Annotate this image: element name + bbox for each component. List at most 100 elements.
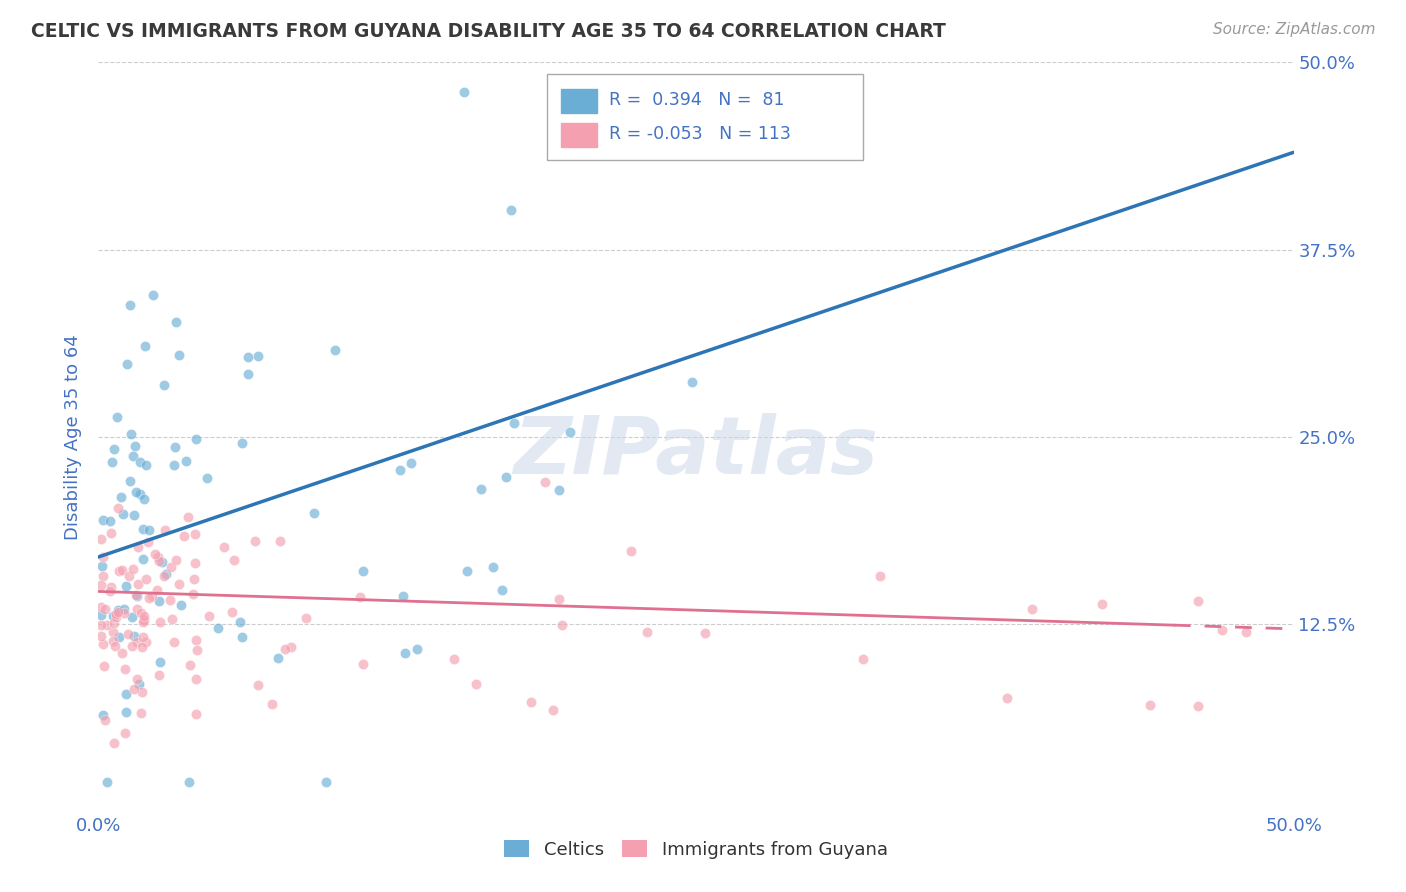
Point [90, 599, 112, 614]
Point [132, 615, 155, 630]
Point [131, 552, 153, 566]
Point [90, 629, 112, 643]
Point [693, 626, 716, 640]
Point [129, 606, 152, 620]
Point [91, 708, 114, 723]
Point [520, 695, 543, 709]
Point [96, 618, 118, 632]
Point [132, 492, 155, 507]
Point [101, 608, 124, 623]
Point [405, 641, 427, 656]
Point [127, 541, 149, 555]
Point [127, 635, 149, 649]
Point [177, 774, 200, 789]
Point [117, 627, 139, 641]
Point [138, 591, 160, 605]
Point [101, 633, 124, 648]
Point [118, 569, 141, 583]
Point [146, 583, 169, 598]
Point [1211, 623, 1233, 637]
Point [114, 726, 136, 740]
Point [165, 315, 187, 329]
Point [315, 774, 337, 789]
Point [184, 432, 207, 446]
Point [547, 483, 569, 498]
Point [114, 662, 136, 676]
Text: ZIPatlas: ZIPatlas [513, 413, 879, 491]
Point [143, 547, 166, 561]
Point [136, 534, 159, 549]
Point [134, 339, 156, 353]
Point [98, 515, 121, 529]
Point [98, 583, 121, 598]
Point [184, 706, 207, 721]
Point [207, 621, 229, 635]
FancyBboxPatch shape [561, 88, 596, 112]
Point [153, 378, 176, 392]
Point [243, 534, 266, 549]
Point [132, 630, 155, 644]
Point [104, 640, 127, 654]
Point [184, 526, 207, 541]
Point [160, 612, 183, 626]
Point [124, 508, 146, 522]
Point [388, 463, 411, 477]
Point [105, 409, 128, 424]
Point [96, 774, 118, 789]
Point [103, 615, 125, 630]
Point [186, 643, 208, 657]
Point [148, 668, 170, 682]
Point [222, 553, 245, 567]
Point [94, 601, 117, 615]
Point [152, 555, 174, 569]
Point [464, 677, 486, 691]
Point [127, 589, 149, 603]
Point [236, 350, 259, 364]
Point [352, 564, 374, 578]
Point [304, 506, 326, 520]
Point [167, 348, 190, 362]
Point [90, 578, 112, 592]
Point [91, 549, 114, 564]
Point [184, 672, 207, 686]
Point [681, 375, 703, 389]
Point [1139, 698, 1161, 712]
Point [852, 652, 875, 666]
Point [107, 605, 129, 619]
Point [105, 607, 128, 621]
Point [100, 525, 122, 540]
Point [125, 485, 148, 500]
Point [195, 471, 218, 485]
Point [260, 697, 283, 711]
Point [141, 590, 163, 604]
Point [392, 590, 415, 604]
Point [295, 611, 318, 625]
Point [127, 672, 149, 686]
Text: Source: ZipAtlas.com: Source: ZipAtlas.com [1212, 22, 1375, 37]
Point [470, 482, 492, 496]
Point [120, 426, 142, 441]
Point [236, 368, 259, 382]
Point [869, 569, 891, 583]
Point [111, 647, 134, 661]
Point [394, 646, 416, 660]
Point [453, 86, 475, 100]
Point [127, 602, 149, 616]
Point [91, 513, 114, 527]
Point [132, 608, 155, 623]
Text: R =  0.394   N =  81: R = 0.394 N = 81 [609, 91, 785, 109]
Point [491, 583, 513, 598]
Point [541, 703, 564, 717]
Point [149, 655, 172, 669]
Point [148, 594, 170, 608]
Point [128, 677, 150, 691]
Point [132, 613, 155, 627]
Point [170, 599, 193, 613]
Point [153, 569, 176, 583]
Point [165, 552, 187, 566]
Point [122, 681, 145, 696]
Point [107, 500, 129, 515]
Point [129, 487, 152, 501]
Point [125, 588, 148, 602]
Point [534, 475, 557, 489]
